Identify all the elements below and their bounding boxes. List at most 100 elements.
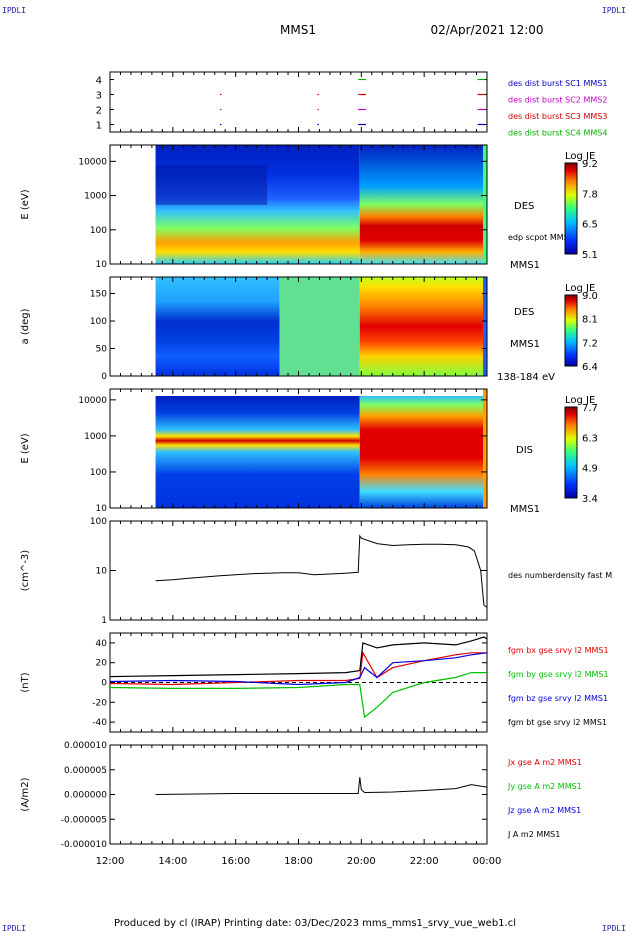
colorbar-tick-label: 6.5 bbox=[582, 220, 598, 231]
y-tick-label: 100 bbox=[90, 226, 107, 236]
date-title: 02/Apr/2021 12:00 bbox=[430, 23, 543, 37]
y-tick-label: 100 bbox=[90, 317, 107, 327]
y-tick-label: 0.000005 bbox=[64, 766, 107, 776]
legend-entry: des dist burst SC3 MMS3 bbox=[508, 112, 607, 121]
y-tick-label: 1000 bbox=[84, 192, 107, 202]
panel-frame bbox=[109, 71, 488, 133]
spectrogram-region bbox=[359, 396, 483, 508]
colorbar-title: Log JE bbox=[565, 395, 595, 406]
colorbar-tick-label: 7.7 bbox=[582, 403, 598, 414]
corner-label-bottom-right: IPDLI bbox=[601, 924, 626, 933]
colorbar-tick-label: 8.1 bbox=[582, 315, 598, 326]
y-tick-label: 0.000000 bbox=[64, 791, 107, 801]
x-tick-label: 12:00 bbox=[96, 856, 125, 867]
legend-entry: des dist burst SC1 MMS1 bbox=[508, 79, 607, 88]
legend-entry: Jz gse A m2 MMS1 bbox=[507, 806, 581, 815]
legend-entry: des dist burst SC2 MMS2 bbox=[508, 96, 607, 105]
colorbar-title: Log JE bbox=[565, 283, 595, 294]
y-tick-label: 1000 bbox=[84, 432, 107, 442]
x-tick-label: 22:00 bbox=[410, 856, 439, 867]
spectrogram-region bbox=[483, 277, 487, 376]
panel-sublabel: MMS1 bbox=[510, 260, 540, 271]
y-tick-label: -40 bbox=[92, 718, 107, 728]
y-axis-label: (cm^-3) bbox=[20, 550, 31, 591]
y-tick-label: -0.000010 bbox=[61, 840, 107, 850]
series-line bbox=[109, 652, 488, 686]
y-tick-label: 1 bbox=[101, 616, 107, 626]
colorbar bbox=[564, 406, 578, 499]
colorbar-tick-label: 7.2 bbox=[582, 338, 598, 349]
corner-label-bottom-left: IPDLI bbox=[2, 924, 27, 933]
y-tick-label: 10000 bbox=[78, 396, 107, 406]
y-tick-label: 10 bbox=[96, 260, 108, 270]
y-tick-label: 50 bbox=[96, 345, 108, 355]
x-tick-label: 18:00 bbox=[284, 856, 313, 867]
series-line bbox=[109, 650, 487, 686]
y-tick-label: 10 bbox=[96, 504, 108, 514]
y-tick-label: 3 bbox=[96, 91, 102, 102]
colorbar-tick-label: 9.0 bbox=[582, 291, 598, 302]
colorbar-tick-label: 6.4 bbox=[582, 362, 598, 373]
colorbar-tick-label: 9.2 bbox=[582, 159, 598, 170]
footer-credit: Produced by cl (IRAP) Printing date: 03/… bbox=[114, 918, 516, 929]
y-axis-label: (A/m2) bbox=[20, 777, 31, 811]
y-axis-label: (nT) bbox=[20, 672, 31, 692]
energy-range-label: 138-184 eV bbox=[497, 372, 555, 383]
y-tick-label: -20 bbox=[92, 698, 107, 708]
legend-entry: fgm bz gse srvy l2 MMS1 bbox=[508, 694, 608, 703]
y-tick-label: 10000 bbox=[78, 157, 107, 167]
y-tick-label: 1 bbox=[96, 121, 102, 132]
overlay-legend: edp scpot MMS1 bbox=[508, 233, 574, 242]
legend-entry: fgm bx gse srvy l2 MMS1 bbox=[508, 646, 609, 655]
y-tick-label: 4 bbox=[96, 76, 102, 87]
legend-entry: J A m2 MMS1 bbox=[507, 830, 560, 839]
y-tick-label: 100 bbox=[90, 517, 107, 527]
corner-label-top-left: IPDLI bbox=[2, 6, 27, 15]
colorbar-tick-label: 4.9 bbox=[582, 464, 598, 475]
series-line bbox=[109, 671, 487, 719]
x-tick-label: 14:00 bbox=[158, 856, 187, 867]
panel-right-label: DES bbox=[514, 201, 534, 212]
series-line bbox=[155, 534, 488, 608]
spectrogram-region bbox=[359, 145, 483, 264]
y-axis-label: E (eV) bbox=[20, 189, 31, 219]
y-tick-label: 0.000010 bbox=[64, 741, 107, 751]
panel-right-label: DES bbox=[514, 307, 534, 318]
y-tick-label: 100 bbox=[90, 468, 107, 478]
y-tick-label: 0 bbox=[101, 679, 107, 689]
series-line bbox=[109, 636, 488, 678]
y-axis-label: a (deg) bbox=[20, 308, 31, 344]
colorbar-title: Log JE bbox=[565, 151, 595, 162]
y-tick-label: 0 bbox=[101, 372, 107, 382]
panel-right-label: DIS bbox=[516, 445, 533, 456]
spacecraft-title: MMS1 bbox=[280, 23, 316, 37]
spectrogram-region bbox=[279, 277, 360, 376]
colorbar-tick-label: 6.3 bbox=[582, 433, 598, 444]
spectrogram-region bbox=[155, 396, 360, 508]
y-tick-label: 150 bbox=[90, 290, 107, 300]
legend-entry: fgm by gse srvy l2 MMS1 bbox=[508, 670, 609, 679]
x-tick-label: 20:00 bbox=[347, 856, 376, 867]
colorbar-tick-label: 5.1 bbox=[582, 250, 598, 261]
y-tick-label: 20 bbox=[96, 659, 108, 669]
colorbar bbox=[564, 294, 578, 367]
panel-sublabel: MMS1 bbox=[510, 339, 540, 350]
legend-entry: des numberdensity fast M bbox=[508, 571, 612, 580]
spectrogram-region bbox=[155, 165, 268, 205]
spectrogram-region bbox=[483, 145, 487, 264]
legend-entry: Jx gse A m2 MMS1 bbox=[507, 758, 582, 767]
y-tick-label: 10 bbox=[96, 567, 108, 577]
panel-sublabel: MMS1 bbox=[510, 504, 540, 515]
panel-frame bbox=[109, 520, 488, 621]
x-tick-label: 00:00 bbox=[473, 856, 502, 867]
colorbar-tick-label: 3.4 bbox=[582, 494, 598, 505]
colorbar-tick-label: 7.8 bbox=[582, 189, 598, 200]
y-tick-label: -0.000005 bbox=[61, 815, 107, 825]
corner-label-top-right: IPDLI bbox=[601, 6, 626, 15]
legend-entry: Jy gse A m2 MMS1 bbox=[507, 782, 582, 791]
spectrogram-region bbox=[483, 389, 487, 508]
legend-entry: des dist burst SC4 MMS4 bbox=[508, 129, 607, 138]
series-line bbox=[155, 777, 488, 795]
colorbar bbox=[564, 162, 578, 255]
